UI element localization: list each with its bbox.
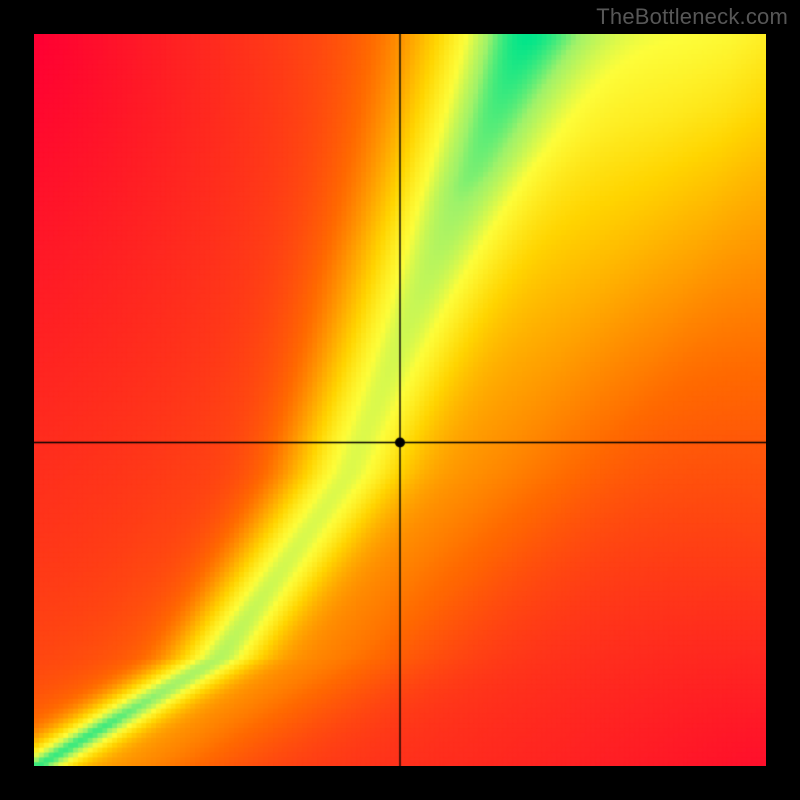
watermark-text: TheBottleneck.com (596, 4, 788, 30)
chart-container: TheBottleneck.com (0, 0, 800, 800)
bottleneck-heatmap (34, 34, 766, 766)
